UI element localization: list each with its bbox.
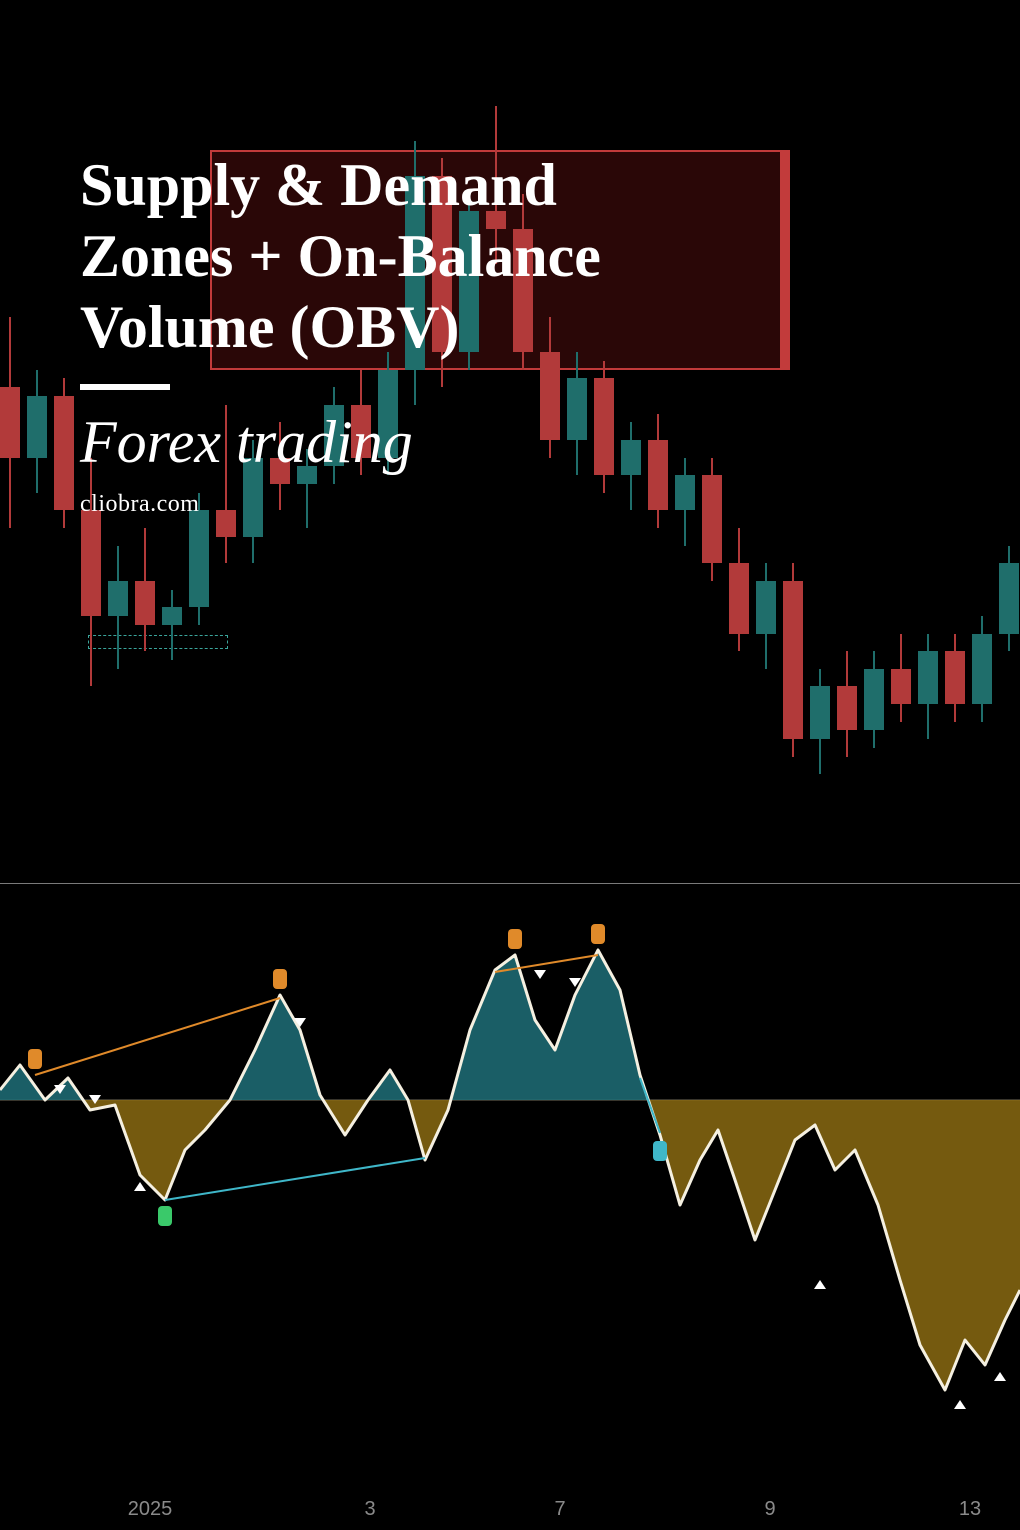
candle: [918, 0, 938, 880]
obv-triangle-icon: [134, 1182, 146, 1191]
candle: [972, 0, 992, 880]
x-tick: 7: [554, 1498, 565, 1521]
site-credit: cliobra.com: [80, 491, 720, 518]
obv-marker: [653, 1141, 667, 1161]
page-subtitle: Forex trading: [80, 408, 720, 477]
obv-triangle-icon: [294, 1018, 306, 1027]
candle: [891, 0, 911, 880]
x-tick: 13: [959, 1498, 981, 1521]
panel-divider: [0, 883, 1020, 884]
candle: [27, 0, 47, 880]
candle: [837, 0, 857, 880]
candle: [756, 0, 776, 880]
obv-marker: [158, 1206, 172, 1226]
page-title: Supply & Demand Zones + On-Balance Volum…: [80, 150, 720, 362]
obv-marker: [591, 924, 605, 944]
x-axis: 2025 3 7 9 13: [0, 1480, 1020, 1530]
candle: [810, 0, 830, 880]
x-tick: 3: [364, 1498, 375, 1521]
obv-triangle-icon: [54, 1085, 66, 1094]
title-overlay: Supply & Demand Zones + On-Balance Volum…: [80, 150, 720, 518]
obv-marker: [28, 1049, 42, 1069]
obv-plot: [0, 900, 1020, 1470]
obv-triangle-icon: [534, 970, 546, 979]
chart-canvas: Supply & Demand Zones + On-Balance Volum…: [0, 0, 1020, 1530]
obv-triangle-icon: [814, 1280, 826, 1289]
x-tick: 2025: [128, 1498, 173, 1521]
obv-triangle-icon: [89, 1095, 101, 1104]
candle: [0, 0, 20, 880]
obv-triangle-icon: [954, 1400, 966, 1409]
candle: [999, 0, 1019, 880]
candle: [54, 0, 74, 880]
obv-triangle-icon: [994, 1372, 1006, 1381]
obv-marker: [508, 929, 522, 949]
candle: [945, 0, 965, 880]
candle: [783, 0, 803, 880]
x-tick: 9: [764, 1498, 775, 1521]
obv-triangle-icon: [569, 978, 581, 987]
obv-panel: [0, 900, 1020, 1470]
title-divider: [80, 384, 170, 390]
candle: [729, 0, 749, 880]
obv-marker: [273, 969, 287, 989]
candle: [864, 0, 884, 880]
